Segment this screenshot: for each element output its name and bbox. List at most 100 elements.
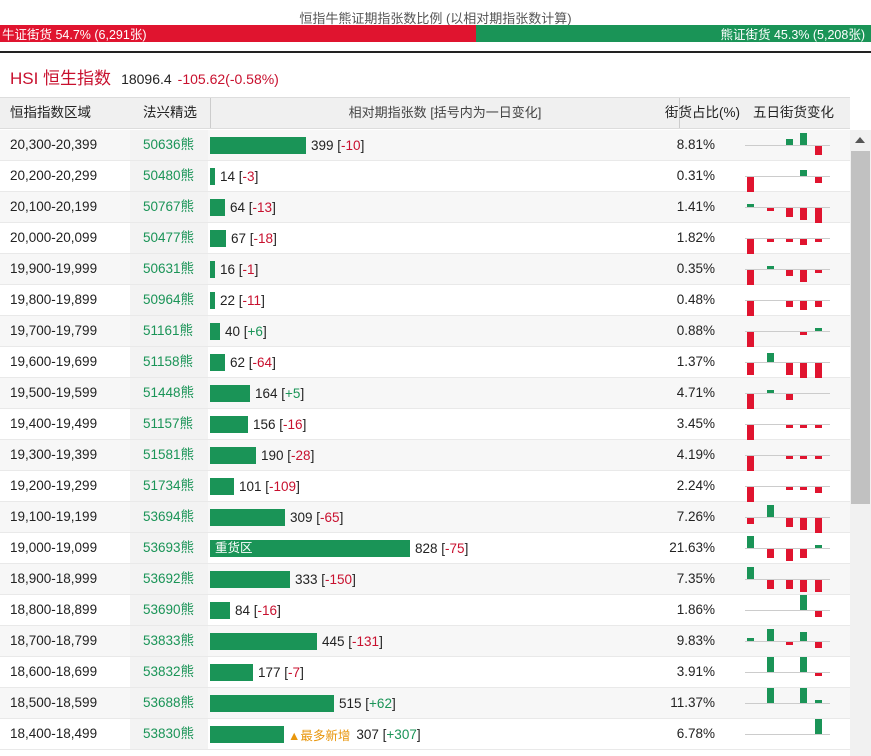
warrant-link[interactable]: 51161熊 [130,316,208,346]
five-day-sparkline [745,347,830,378]
contracts-change: -3 [242,168,255,184]
warrant-link[interactable]: 53688熊 [130,688,208,718]
index-range: 19,000-19,099 [10,540,98,555]
five-day-sparkline [745,533,830,563]
contracts-text: 101 [-109] [239,478,300,494]
warrant-code: 51157 [143,416,180,431]
warrant-link[interactable]: 53693熊 [130,533,208,563]
index-value: 18096.4 [121,71,172,87]
spark-bar [800,688,807,703]
warrant-link[interactable]: 51448熊 [130,378,208,408]
spark-bar [747,638,754,641]
warrant-link[interactable]: 51157熊 [130,409,208,439]
warrant-link[interactable]: 53833熊 [130,626,208,656]
warrant-link[interactable]: 51158熊 [130,347,208,377]
spark-bar [815,363,822,378]
warrant-link[interactable]: 53832熊 [130,657,208,687]
contracts-bar [210,229,226,247]
warrant-link[interactable]: 50964熊 [130,285,208,315]
five-day-sparkline [745,316,830,347]
contracts-count: 307 [356,726,379,742]
table-row: 20,200-20,299 50480熊 14 [-3] 0.31% [0,161,850,192]
five-day-sparkline [745,440,830,471]
warrant-link[interactable]: 51581熊 [130,440,208,470]
warrant-suffix: 熊 [180,478,195,493]
outstanding-percent: 7.26% [676,509,715,524]
outstanding-percent: 1.86% [676,602,715,617]
five-day-sparkline [745,130,830,160]
outstanding-percent: 2.24% [676,478,715,493]
index-range: 19,500-19,599 [10,385,98,400]
warrant-suffix: 熊 [180,695,195,710]
index-range: 19,200-19,299 [10,478,98,493]
index-range: 20,000-20,099 [10,230,98,245]
outstanding-percent: 1.82% [676,230,715,245]
contracts-text: 16 [-1] [220,261,259,277]
contracts-change: -75 [445,540,465,556]
index-range: 19,700-19,799 [10,323,98,338]
contracts-distribution: 14 [-3] [210,161,258,191]
warrant-link[interactable]: 53690熊 [130,595,208,625]
warrant-code: 51158 [143,354,180,369]
header-percent: 街货占比(%) [665,105,740,120]
contracts-change: +62 [369,695,392,711]
warrant-link[interactable]: 50480熊 [130,161,208,191]
contracts-bar [210,694,334,712]
spark-baseline [745,703,830,704]
contracts-bar [210,477,234,495]
spark-baseline [745,734,830,735]
warrant-link[interactable]: 53694熊 [130,502,208,532]
warrant-suffix: 熊 [180,633,195,648]
contracts-distribution: 64 [-13] [210,192,276,222]
outstanding-percent: 21.63% [669,540,715,555]
spark-bar [747,536,754,548]
contracts-count: 333 [295,571,318,587]
spark-bar [767,390,774,393]
contracts-change: -11 [242,292,262,308]
spark-bar [767,353,774,362]
contracts-text: 14 [-3] [220,168,259,184]
vertical-scrollbar[interactable] [850,130,871,756]
five-day-sparkline [745,502,830,533]
warrant-link[interactable]: 51734熊 [130,471,208,501]
spark-bar [800,456,807,459]
contracts-distribution: 399 [-10] [210,130,364,160]
warrant-link[interactable]: 53830熊 [130,719,208,749]
spark-bar [747,363,754,375]
warrant-code: 53688 [143,695,181,710]
warrant-suffix: 熊 [180,261,195,276]
contracts-bar [210,260,215,278]
contracts-bar [210,415,248,433]
scroll-up-arrow-icon[interactable] [855,137,865,143]
warrant-link[interactable]: 50631熊 [130,254,208,284]
contracts-bar [210,384,250,402]
contracts-bar [210,446,256,464]
index-range: 19,400-19,499 [10,416,98,431]
header-five-day: 五日街货变化 [753,105,834,120]
warrant-link[interactable]: 50636熊 [130,130,208,160]
contracts-count: 84 [235,602,251,618]
warrant-link[interactable]: 50477熊 [130,223,208,253]
warrant-suffix: 熊 [180,385,195,400]
contracts-change: +6 [247,323,263,339]
contracts-bar [210,198,225,216]
warrant-suffix: 熊 [180,168,195,183]
warrant-suffix: 熊 [179,323,194,338]
warrant-link[interactable]: 50767熊 [130,192,208,222]
warrant-link[interactable]: 53692熊 [130,564,208,594]
index-name[interactable]: HSI 恒生指数 [10,69,112,88]
contracts-text: 333 [-150] [295,571,356,587]
scroll-thumb[interactable] [851,151,870,504]
contracts-count: 164 [255,385,278,401]
spark-bar [786,580,793,589]
contracts-text: 40 [+6] [225,323,267,339]
contracts-distribution: 67 [-18] [210,223,277,253]
outstanding-percent: 1.37% [676,354,715,369]
contracts-bar [210,136,306,154]
contracts-text: 62 [-64] [230,354,276,370]
contracts-distribution: 164 [+5] [210,378,304,408]
spark-baseline [745,486,830,487]
spark-baseline [745,672,830,673]
table-row: 19,100-19,199 53694熊 309 [-65] 7.26% [0,502,850,533]
five-day-sparkline [745,254,830,285]
